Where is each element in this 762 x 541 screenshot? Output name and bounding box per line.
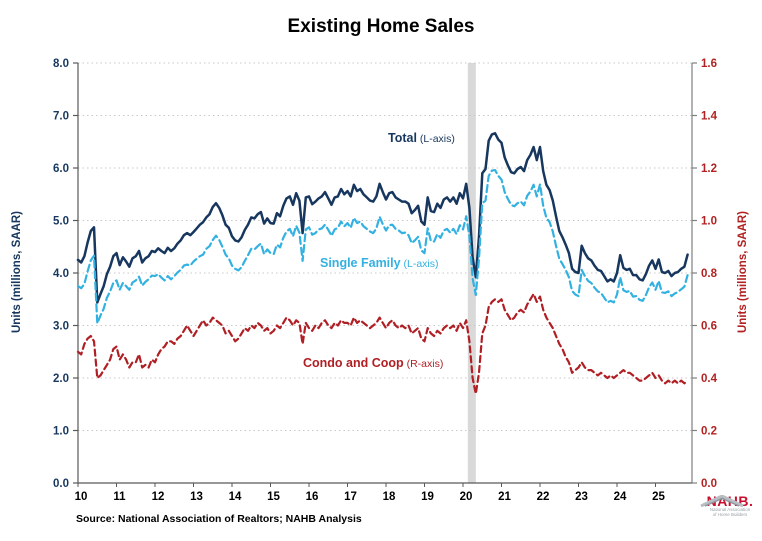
right-tick-label: 1.4 <box>701 111 718 123</box>
nahb-roof-icon <box>700 495 744 507</box>
right-tick-label: 0.0 <box>701 478 717 490</box>
x-tick-label: 12 <box>152 491 165 503</box>
left-tick-label: 2.0 <box>53 373 69 385</box>
right-axis-title: Units (millions, SAAR) <box>737 210 749 334</box>
x-tick-label: 18 <box>383 491 396 503</box>
left-axis-title: Units (millions, SAAR) <box>11 210 23 334</box>
x-tick-label: 16 <box>306 491 319 503</box>
series-label-total-note: (L-axis) <box>416 133 455 145</box>
x-tick-label: 13 <box>190 491 203 503</box>
left-tick-label: 7.0 <box>53 111 69 123</box>
left-tick-label: 0.0 <box>53 478 69 490</box>
x-tick-label: 22 <box>537 491 550 503</box>
x-tick-label: 19 <box>421 491 434 503</box>
chart-title: Existing Home Sales <box>287 16 475 37</box>
source-note: Source: National Association of Realtors… <box>76 513 362 525</box>
x-tick-label: 17 <box>344 491 357 503</box>
nahb-logo: NAHB. National Association of Home Build… <box>700 494 760 537</box>
x-tick-label: 15 <box>267 491 280 503</box>
series-label-single-family-note: (L-axis) <box>400 258 439 270</box>
x-tick-label: 21 <box>498 491 511 503</box>
right-tick-label: 0.6 <box>701 321 717 333</box>
right-tick-label: 1.6 <box>701 58 717 70</box>
left-tick-label: 5.0 <box>53 216 69 228</box>
series-label-condo: Condo and Coop (R-axis) <box>303 356 443 370</box>
right-tick-label: 0.8 <box>701 268 718 280</box>
x-tick-label: 23 <box>575 491 588 503</box>
left-tick-label: 1.0 <box>53 426 69 438</box>
series-label-total-name: Total <box>388 131 417 145</box>
left-tick-label: 4.0 <box>53 268 69 280</box>
nahb-logo-subtext-1: National Association <box>709 507 751 512</box>
nahb-logo-subtext-2: of Home Builders <box>712 512 748 517</box>
series-label-single-family-name: Single Family <box>320 256 401 270</box>
series-label-condo-note: (R-axis) <box>403 358 444 370</box>
series-line-single-family <box>76 169 689 325</box>
right-tick-label: 0.4 <box>701 373 718 385</box>
x-tick-label: 11 <box>113 491 126 503</box>
x-tick-label: 20 <box>460 491 473 503</box>
x-tick-label: 25 <box>652 491 665 503</box>
series-line-total <box>76 132 689 304</box>
series-line-condo-and-coop <box>76 292 689 395</box>
right-tick-label: 1.0 <box>701 216 717 228</box>
left-tick-label: 8.0 <box>53 58 69 70</box>
right-tick-label: 0.2 <box>701 426 717 438</box>
x-tick-label: 14 <box>229 491 242 503</box>
x-tick-label: 10 <box>75 491 88 503</box>
right-tick-label: 1.2 <box>701 163 717 175</box>
x-tick-label: 24 <box>614 491 627 503</box>
left-tick-label: 3.0 <box>53 321 69 333</box>
series-label-condo-name: Condo and Coop <box>303 356 404 370</box>
left-tick-label: 6.0 <box>53 163 69 175</box>
series-label-single-family: Single Family (L-axis) <box>320 256 439 270</box>
series-label-total: Total (L-axis) <box>388 131 455 145</box>
